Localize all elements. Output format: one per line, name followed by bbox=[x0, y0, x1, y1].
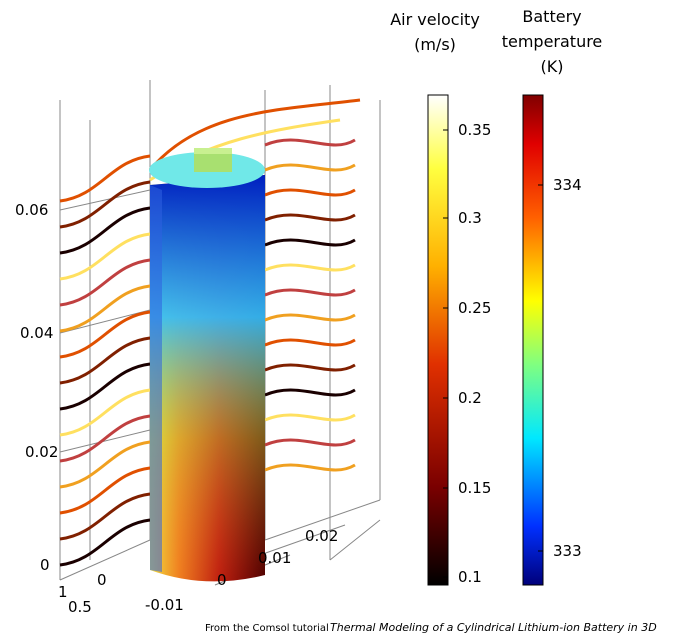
colorbar-tick-label: 333 bbox=[553, 542, 582, 560]
streamline bbox=[59, 206, 151, 255]
streamline bbox=[59, 414, 151, 463]
streamline bbox=[264, 438, 356, 447]
streamline bbox=[59, 154, 151, 203]
colorbar-title: Air velocity bbox=[390, 10, 480, 29]
streamline bbox=[264, 288, 356, 297]
streamline bbox=[59, 362, 151, 411]
streamline bbox=[264, 313, 356, 322]
streamline bbox=[59, 180, 151, 229]
streamline bbox=[59, 258, 151, 307]
streamline bbox=[264, 463, 356, 472]
colorbar-title: temperature bbox=[502, 32, 603, 51]
streamline bbox=[264, 213, 356, 222]
colorbar-tick-label: 334 bbox=[553, 176, 582, 194]
colorbar-tick-label: 0.35 bbox=[458, 121, 491, 139]
streamline bbox=[264, 413, 356, 422]
velocity-colorbar bbox=[427, 94, 449, 586]
axis-tick-label: 0.06 bbox=[15, 201, 48, 219]
streamline bbox=[264, 163, 356, 172]
streamline bbox=[59, 284, 151, 333]
streamline bbox=[264, 263, 356, 272]
streamline bbox=[59, 440, 151, 489]
colorbar-title: (K) bbox=[541, 57, 564, 76]
colorbar-tick-label: 0.2 bbox=[458, 389, 482, 407]
streamline bbox=[59, 232, 151, 281]
streamline bbox=[59, 466, 151, 515]
axis-tick-label: 0.5 bbox=[68, 598, 92, 616]
streamline bbox=[148, 98, 361, 171]
streamline bbox=[59, 310, 151, 359]
caption-prefix: From the Comsol tutorial bbox=[205, 623, 329, 634]
streamline bbox=[264, 363, 356, 372]
streamline bbox=[264, 238, 356, 247]
axis-tick-label: -0.01 bbox=[145, 596, 184, 614]
colorbar-tick-label: 0.1 bbox=[458, 568, 482, 586]
caption-title: Thermal Modeling of a Cylindrical Lithiu… bbox=[330, 621, 657, 634]
axis-tick-label: 0 bbox=[217, 571, 227, 589]
streamline bbox=[59, 492, 151, 541]
axis-tick-label: 0.01 bbox=[258, 549, 291, 567]
streamline bbox=[59, 388, 151, 437]
axis-tick-label: 0.02 bbox=[305, 527, 338, 545]
colorbar-title: Battery bbox=[522, 7, 581, 26]
axis-tick-label: 0 bbox=[40, 556, 50, 574]
colorbar-tick-label: 0.15 bbox=[458, 479, 491, 497]
streamline bbox=[264, 388, 356, 397]
colorbar-title: (m/s) bbox=[414, 35, 456, 54]
axis-tick-label: 1 bbox=[58, 583, 68, 601]
axis-tick-label: 0.04 bbox=[20, 324, 53, 342]
battery bbox=[149, 148, 265, 582]
streamline bbox=[264, 138, 356, 147]
streamline bbox=[264, 188, 356, 197]
colorbar-tick-label: 0.25 bbox=[458, 299, 491, 317]
streamline bbox=[59, 518, 151, 567]
streamline bbox=[264, 338, 356, 347]
axis-tick-label: 0.02 bbox=[25, 443, 58, 461]
streamlines bbox=[59, 98, 361, 567]
streamline bbox=[59, 336, 151, 385]
temperature-colorbar bbox=[522, 94, 544, 586]
colorbar-tick-label: 0.3 bbox=[458, 209, 482, 227]
axis-tick-label: 0 bbox=[97, 571, 107, 589]
